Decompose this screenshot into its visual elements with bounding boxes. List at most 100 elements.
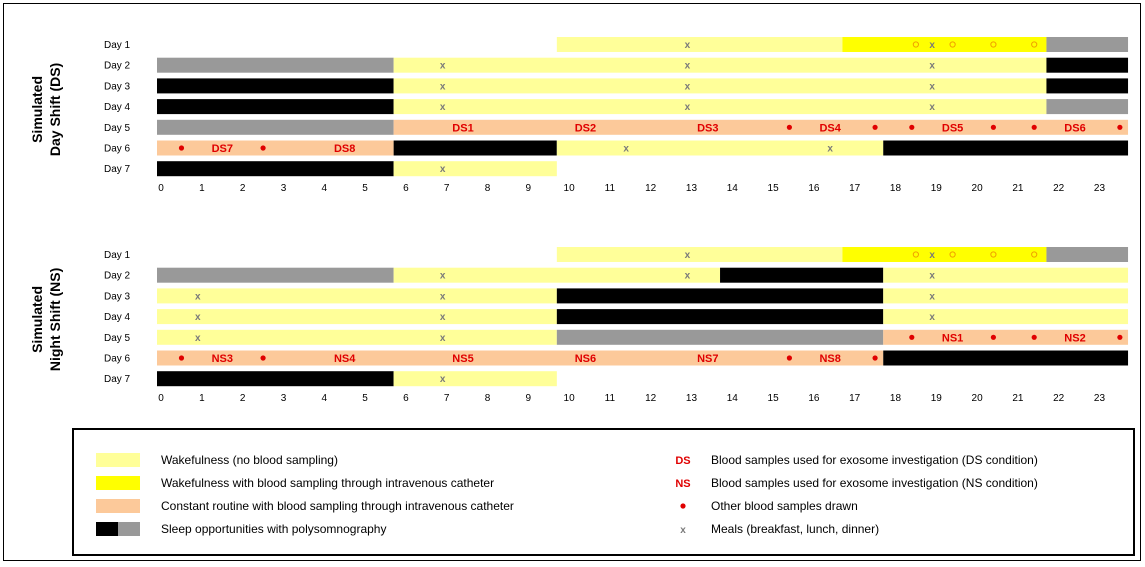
- legend-swatch-routine: [96, 499, 140, 513]
- hour-tick: 12: [645, 393, 657, 404]
- hour-tick: 1: [199, 183, 205, 194]
- segment-routine: [883, 329, 1129, 345]
- sample-dot: [1117, 334, 1123, 340]
- segment-sleep-black: [883, 350, 1129, 366]
- meal-marker: x: [195, 333, 201, 344]
- exosome-sample-label: DS8: [334, 143, 355, 155]
- hour-tick: 18: [890, 393, 902, 404]
- sample-dot: [990, 124, 997, 130]
- segment-sleep-black: [157, 161, 394, 177]
- meal-marker: x: [827, 144, 833, 155]
- legend-label-sleep: Sleep opportunities with polysomnography: [161, 522, 386, 536]
- meal-marker: x: [440, 81, 446, 92]
- hour-tick: 5: [362, 393, 368, 404]
- segment-wake: [157, 309, 557, 325]
- hour-tick: 9: [525, 183, 531, 194]
- hour-tick: 23: [1094, 393, 1106, 404]
- exosome-sample-label: NS2: [1064, 332, 1085, 344]
- hour-tick: 14: [727, 183, 739, 194]
- sample-circle: [990, 41, 997, 48]
- sample-dot: [1031, 334, 1037, 340]
- legend-label-ns: Blood samples used for exosome investiga…: [711, 476, 1038, 490]
- segment-sleep-black: [883, 140, 1129, 156]
- sample-circle: [949, 251, 956, 258]
- hour-tick: 15: [768, 393, 780, 404]
- exosome-sample-label: NS3: [212, 353, 233, 365]
- segment-wake: [883, 309, 1129, 325]
- segment-wake: [393, 57, 1047, 73]
- sample-circle: [1031, 251, 1038, 258]
- sample-dot: [178, 145, 185, 151]
- hour-tick: 11: [605, 393, 616, 404]
- hour-tick: 18: [890, 183, 902, 194]
- legend-label-wake: Wakefulness (no blood sampling): [161, 453, 338, 467]
- segment-sleep-gray: [157, 57, 394, 73]
- hour-tick: 0: [158, 393, 164, 404]
- segment-sleep-black: [1046, 57, 1129, 73]
- hour-tick: 0: [158, 183, 164, 194]
- segment-wake: [883, 288, 1129, 304]
- segment-sleep-black: [157, 99, 394, 115]
- legend-label-meal: Meals (breakfast, lunch, dinner): [711, 522, 879, 536]
- day-label: Day 3: [104, 81, 131, 92]
- exosome-sample-label: NS7: [697, 353, 718, 365]
- segment-wake: [393, 267, 721, 283]
- segment-wake: [393, 99, 1047, 115]
- meal-marker: x: [440, 333, 446, 344]
- meal-marker: x: [440, 164, 446, 175]
- day-label: Day 7: [104, 374, 131, 385]
- sample-dot: [178, 355, 185, 361]
- hour-tick: 17: [849, 393, 861, 404]
- exosome-sample-label: DS6: [1064, 122, 1085, 134]
- day-label: Day 4: [104, 102, 131, 113]
- exosome-sample-label: DS4: [819, 122, 841, 134]
- meal-marker: x: [440, 61, 446, 72]
- segment-wake: [157, 329, 557, 345]
- segment-sleep-gray: [1046, 247, 1129, 262]
- meal-marker: x: [685, 271, 691, 282]
- hour-tick: 5: [362, 183, 368, 194]
- segment-sleep-black: [393, 140, 557, 156]
- day-label: Day 4: [104, 312, 131, 323]
- hour-tick: 13: [686, 393, 698, 404]
- segment-routine: [157, 140, 394, 156]
- exosome-sample-label: DS7: [212, 143, 233, 155]
- figure-frame: Simulated Day Shift (DS) Day 1 x x Day 2 x x x Da…: [3, 3, 1141, 561]
- sample-dot: [909, 124, 915, 130]
- panel-title-line2: Night Shift (NS): [47, 268, 63, 371]
- segment-routine: [157, 350, 884, 366]
- meal-marker: x: [440, 291, 446, 302]
- meal-marker: x: [440, 374, 446, 385]
- meal-marker: x: [623, 144, 629, 155]
- hour-tick: 10: [564, 183, 576, 194]
- meal-marker: x: [440, 102, 446, 113]
- segment-sleep-gray: [157, 267, 394, 283]
- segment-sleep-black: [157, 78, 394, 94]
- sample-dot: [909, 334, 915, 340]
- hour-tick: 15: [768, 183, 780, 194]
- sample-dot: [990, 334, 997, 340]
- legend-label-routine: Constant routine with blood sampling thr…: [161, 499, 514, 513]
- meal-marker: x: [929, 291, 935, 302]
- segment-sleep-gray: [157, 119, 394, 135]
- hour-tick: 8: [485, 183, 491, 194]
- sample-circle: [912, 41, 919, 48]
- legend-label-ds: Blood samples used for exosome investiga…: [711, 453, 1038, 467]
- meal-marker: x: [195, 312, 201, 323]
- day-label: Day 7: [104, 164, 131, 175]
- segment-wake: [393, 371, 557, 387]
- hour-tick: 1: [199, 393, 205, 404]
- exosome-sample-label: DS5: [942, 122, 963, 134]
- meal-marker: x: [685, 250, 691, 261]
- sample-dot: [872, 124, 878, 130]
- exosome-sample-label: NS4: [334, 353, 356, 365]
- meal-marker: x: [685, 40, 691, 51]
- hour-tick: 6: [403, 183, 409, 194]
- segment-sleep-black: [1046, 78, 1129, 94]
- hour-tick: 19: [931, 183, 943, 194]
- sample-dot: [1117, 124, 1123, 130]
- legend-box: [72, 428, 1135, 556]
- hour-tick: 21: [1012, 183, 1024, 194]
